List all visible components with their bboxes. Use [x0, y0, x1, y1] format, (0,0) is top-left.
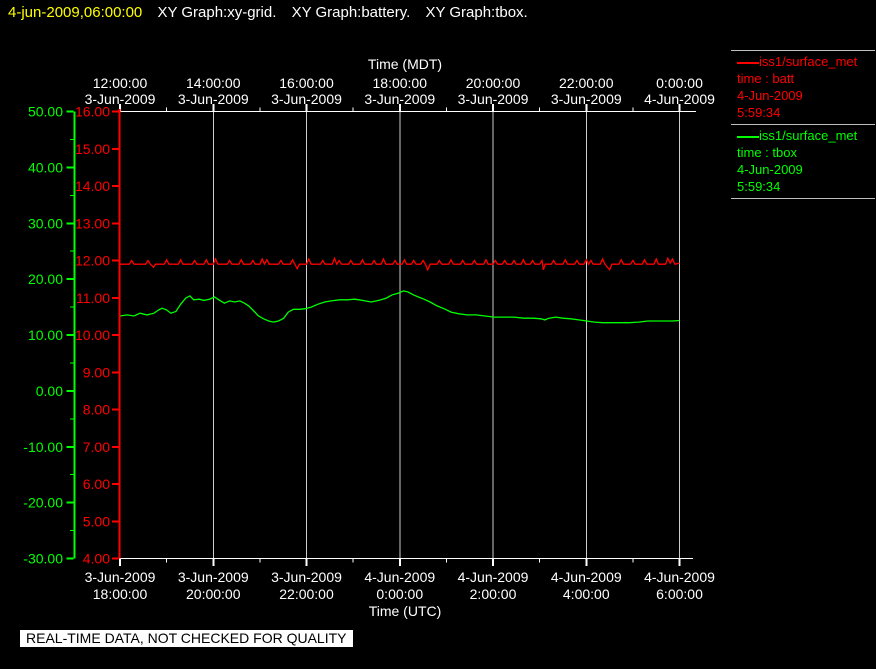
bottom-axis-title: Time (UTC)	[369, 603, 442, 619]
legend-entry-tbox: iss1/surface_met time : tbox 4-Jun-2009 …	[731, 125, 875, 199]
tbox-line-sample-icon	[737, 135, 759, 138]
batt-axis-tick-label: 9.00	[83, 364, 110, 380]
bottom-axis-tick-date: 3-Jun-2009	[178, 569, 249, 585]
top-axis-tick-time: 0:00:00	[656, 75, 703, 91]
tbox-trace	[119, 290, 680, 324]
batt-axis-tick-label: 4.00	[83, 551, 110, 567]
legend-entry-batt: iss1/surface_met time : batt 4-Jun-2009 …	[731, 51, 875, 125]
legend-time-batt: 5:59:34	[737, 105, 781, 120]
tbox-axis-tick-label: -30.00	[23, 551, 63, 567]
top-axis-tick-time: 16:00:00	[279, 75, 334, 91]
top-axis-tick-time: 14:00:00	[186, 75, 241, 91]
bottom-axis-tick-time: 4:00:00	[563, 586, 610, 602]
tbox-axis-tick-label: -10.00	[23, 439, 63, 455]
bottom-axis-tick-time: 2:00:00	[470, 586, 517, 602]
bottom-axis-tick-time: 18:00:00	[93, 586, 148, 602]
top-axis-tick-date: 3-Jun-2009	[551, 91, 622, 107]
tbox-axis-tick-label: 50.00	[28, 104, 63, 120]
legend-date-tbox: 4-Jun-2009	[737, 162, 803, 177]
bottom-axis-tick-date: 4-Jun-2009	[364, 569, 435, 585]
bottom-axis-tick-date: 4-Jun-2009	[644, 569, 715, 585]
tbox-axis-tick-label: 10.00	[28, 327, 63, 343]
top-axis-tick-date: 3-Jun-2009	[458, 91, 529, 107]
top-axis-tick-date: 3-Jun-2009	[85, 91, 156, 107]
bottom-axis-tick-time: 22:00:00	[279, 586, 334, 602]
top-axis-tick-time: 18:00:00	[373, 75, 428, 91]
batt-axis-tick-label: 6.00	[83, 476, 110, 492]
bottom-axis-tick-date: 4-Jun-2009	[458, 569, 529, 585]
bottom-axis-tick-time: 20:00:00	[186, 586, 241, 602]
legend-source-tbox: iss1/surface_met	[759, 128, 858, 143]
batt-axis-tick-label: 16.00	[75, 104, 110, 120]
top-axis-tick-date: 3-Jun-2009	[271, 91, 342, 107]
legend-source-batt: iss1/surface_met	[759, 54, 858, 69]
top-axis-tick-date: 3-Jun-2009	[178, 91, 249, 107]
top-axis-title: Time (MDT)	[368, 56, 442, 72]
legend-date-batt: 4-Jun-2009	[737, 88, 803, 103]
bottom-axis-tick-date: 3-Jun-2009	[85, 569, 156, 585]
batt-axis-tick-label: 13.00	[75, 215, 110, 231]
batt-axis-tick-label: 11.00	[76, 290, 110, 306]
batt-axis-tick-label: 15.00	[75, 141, 110, 157]
top-axis-tick-time: 22:00:00	[559, 75, 614, 91]
batt-axis-tick-label: 12.00	[75, 253, 110, 269]
tbox-axis-tick-label: -20.00	[23, 495, 63, 511]
top-axis-tick-date: 4-Jun-2009	[644, 91, 715, 107]
graph-title-xy-grid: XY Graph:xy-grid.	[157, 4, 277, 21]
batt-axis-tick-label: 8.00	[83, 402, 110, 418]
quality-disclaimer: REAL-TIME DATA, NOT CHECKED FOR QUALITY	[20, 630, 354, 647]
batt-axis-tick-label: 5.00	[83, 513, 110, 529]
batt-axis-tick-label: 10.00	[75, 327, 110, 343]
graph-title-battery: XY Graph:battery.	[291, 4, 411, 21]
legend: iss1/surface_met time : batt 4-Jun-2009 …	[731, 50, 875, 199]
tbox-axis-tick-label: 40.00	[28, 159, 63, 175]
clock-timestamp: 4-jun-2009,06:00:00	[8, 4, 143, 21]
graph-title-tbox: XY Graph:tbox.	[425, 4, 528, 21]
bottom-axis-tick-time: 0:00:00	[376, 586, 423, 602]
batt-axis-tick-label: 7.00	[83, 439, 110, 455]
top-axis-tick-date: 3-Jun-2009	[364, 91, 435, 107]
tbox-axis-tick-label: 30.00	[28, 215, 63, 231]
bottom-axis-tick-time: 6:00:00	[656, 586, 703, 602]
top-axis-tick-time: 12:00:00	[93, 75, 148, 91]
batt-line-sample-icon	[737, 61, 759, 64]
bottom-axis-tick-date: 4-Jun-2009	[551, 569, 622, 585]
legend-field-tbox: time : tbox	[737, 145, 797, 160]
legend-field-batt: time : batt	[737, 71, 795, 86]
bottom-axis-tick-date: 3-Jun-2009	[271, 569, 342, 585]
tbox-axis-tick-label: 0.00	[36, 383, 63, 399]
legend-time-tbox: 5:59:34	[737, 179, 781, 194]
top-axis-tick-time: 20:00:00	[466, 75, 521, 91]
batt-trace	[120, 256, 680, 272]
title-bar: 4-jun-2009,06:00:00 XY Graph:xy-grid. XY…	[8, 4, 528, 21]
tbox-axis-tick-label: 20.00	[28, 271, 63, 287]
batt-axis-tick-label: 14.00	[75, 178, 110, 194]
